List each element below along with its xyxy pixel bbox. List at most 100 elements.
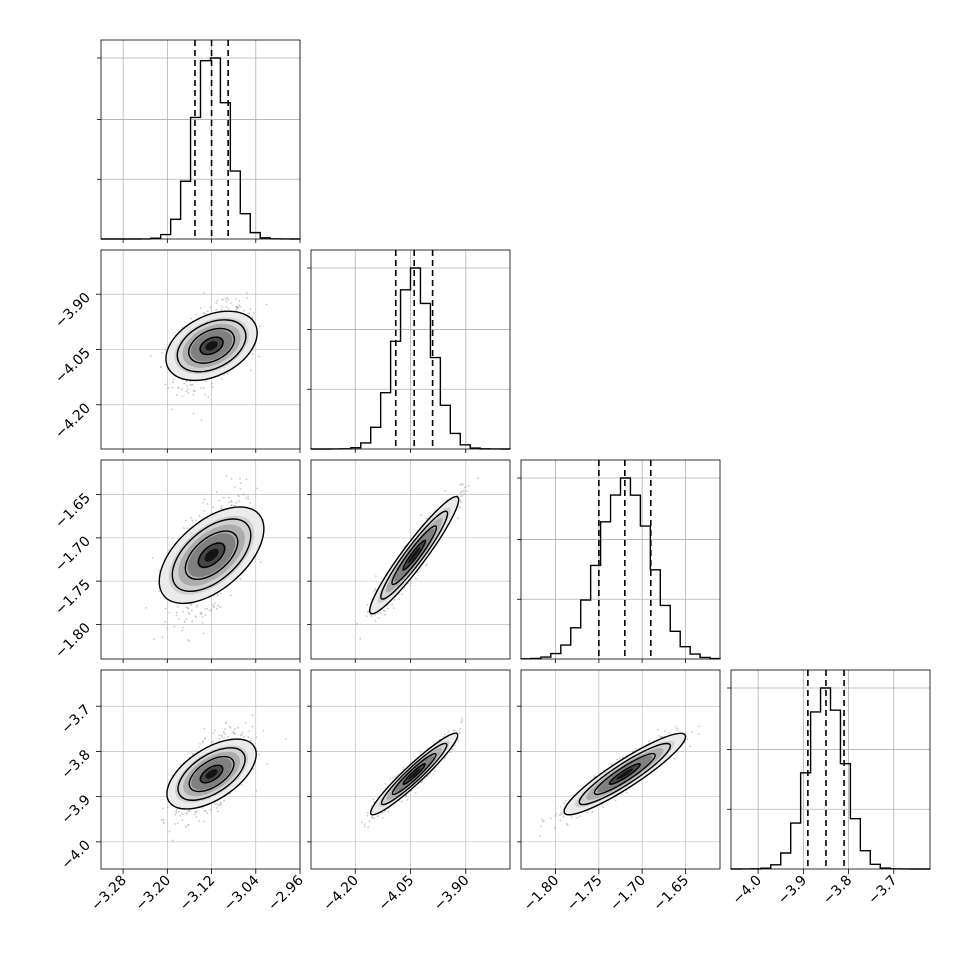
scatter-point [245,497,247,499]
scatter-point [173,626,175,628]
scatter-point [173,378,175,380]
scatter-point [167,806,169,808]
scatter-point [187,528,189,530]
scatter-point [459,728,461,730]
scatter-point [172,387,174,389]
scatter-point [375,620,377,622]
panel-content [361,718,464,828]
scatter-point [444,734,446,736]
scatter-point [458,506,460,508]
scatter-point [223,497,225,499]
scatter-point [192,753,194,755]
scatter-point [250,370,252,372]
scatter-point [226,373,228,375]
scatter-point [240,734,242,736]
histogram-step-line [521,478,720,659]
scatter-point [373,817,375,819]
scatter-point [216,300,218,302]
scatter-point [225,306,227,308]
scatter-point [238,495,240,497]
scatter-point [182,611,184,613]
scatter-point [252,353,254,355]
scatter-point [368,820,370,822]
scatter-point [172,381,174,383]
scatter-point [461,495,463,497]
scatter-point [213,605,215,607]
scatter-point [205,608,207,610]
scatter-point [555,813,557,815]
scatter-point [215,302,217,304]
scatter-point [223,737,225,739]
scatter-point [249,502,251,504]
scatter-point [263,730,265,732]
scatter-point [444,490,446,492]
histogram-panel-1 [97,40,300,239]
scatter-point [239,304,241,306]
scatter-point [195,520,197,522]
scatter-point [204,728,206,730]
scatter-point [166,627,168,629]
scatter-point [228,497,230,499]
scatter-point [394,776,396,778]
scatter-point [186,606,188,608]
scatter-point [361,822,363,824]
scatter-point [165,384,167,386]
scatter-point [421,782,423,784]
scatter-point [256,488,258,490]
scatter-point [211,742,213,744]
scatter-point [221,734,223,736]
panel-content [539,708,724,837]
scatter-point [420,751,422,753]
scatter-point [205,810,207,812]
scatter-point [616,759,618,761]
scatter-point [187,825,189,827]
scatter-point [246,479,248,481]
scatter-point [461,720,463,722]
scatter-point [402,593,404,595]
scatter-point [233,731,235,733]
scatter-point [223,800,225,802]
scatter-point [657,729,659,731]
scatter-point [461,483,463,485]
scatter-point [220,593,222,595]
scatter-point [366,604,368,606]
scatter-point [200,387,202,389]
scatter-point [255,736,257,738]
scatter-point [359,638,361,640]
scatter-point [186,385,188,387]
scatter-point [675,726,677,728]
scatter-point [216,803,218,805]
scatter-point [249,312,251,314]
histogram-panel-2 [307,250,510,449]
scatter-point [182,819,184,821]
scatter-point [164,621,166,623]
panel-content [155,714,287,841]
scatter-point [168,549,170,551]
scatter-point [214,803,216,805]
histogram-step-line [101,58,300,239]
scatter-point [373,590,375,592]
scatter-point [204,510,206,512]
scatter-point [217,593,219,595]
histogram-step-line [731,688,930,869]
scatter-point [383,610,385,612]
scatter-point [602,807,604,809]
scatter-point [239,478,241,480]
scatter-point [417,787,419,789]
scatter-point [673,758,675,760]
scatter-point [721,708,723,710]
scatter-point [237,727,239,729]
scatter-point [477,477,479,479]
scatter-point [211,383,213,385]
scatter-point [382,817,384,819]
scatter-point [217,605,219,607]
scatter-point [191,610,193,612]
scatter-point [234,486,236,488]
scatter-point [168,612,170,614]
scatter-point [391,604,393,606]
scatter-point [176,809,178,811]
scatter-panel-4-1 [101,670,300,869]
scatter-point [240,482,242,484]
scatter-point [201,419,203,421]
scatter-panel-2-1 [101,250,300,449]
